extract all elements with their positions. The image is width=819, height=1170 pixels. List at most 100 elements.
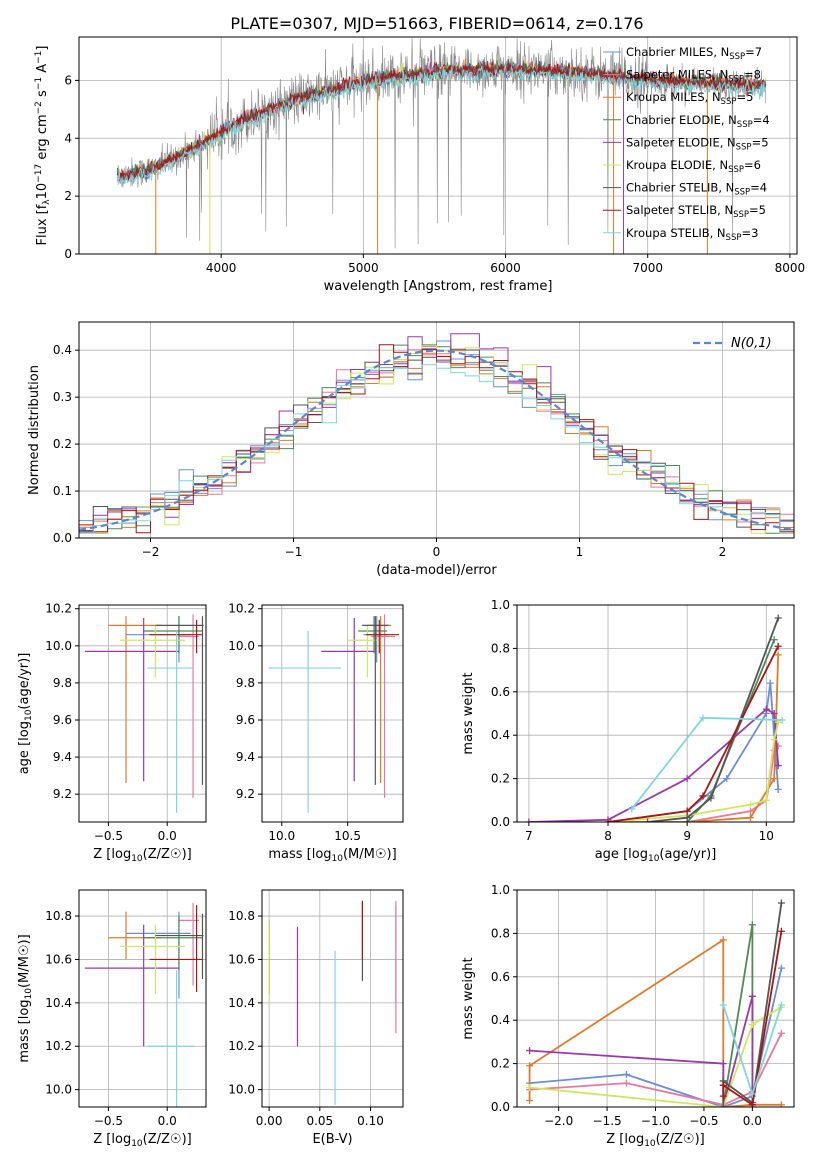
x-axis-label: Z [log10(Z/Z☉)] xyxy=(93,1132,191,1149)
weight-marker xyxy=(683,807,691,815)
weight-marker xyxy=(719,1092,727,1100)
x-tick-label: 8000 xyxy=(775,261,806,275)
plot-area xyxy=(79,322,794,538)
point-5 xyxy=(120,625,185,678)
point-0 xyxy=(126,616,191,663)
weight-marker xyxy=(622,1070,630,1078)
y-tick-label: 0.4 xyxy=(491,1013,510,1027)
weight-series-8 xyxy=(719,1001,785,1098)
plot-area xyxy=(79,37,797,254)
weight-series-7 xyxy=(719,927,785,1107)
point-6 xyxy=(155,913,204,979)
weight-marker xyxy=(748,1101,756,1107)
residuals-legend: N(0,1) xyxy=(693,336,772,351)
point-6 xyxy=(362,616,389,785)
x-tick-label: −0.5 xyxy=(689,1114,718,1128)
weight-marker xyxy=(707,794,715,802)
weight-marker xyxy=(719,1001,727,1009)
x-tick-label: 0.05 xyxy=(306,1114,333,1128)
y-tick-label: 9.2 xyxy=(53,787,72,801)
axes-frame xyxy=(516,604,795,823)
y-tick-label: 9.8 xyxy=(236,676,255,690)
x-tick-label: −0.5 xyxy=(94,829,123,843)
mass-vs-ebv-panel: 0.00 0.05 0.10 10.0 10.2 10.4 10.6 10.8 E(B-V) xyxy=(228,889,404,1147)
weight-line xyxy=(607,721,780,822)
axes-frame xyxy=(261,604,404,823)
x-tick-label: 8 xyxy=(604,829,612,843)
y-tick-label: 0.2 xyxy=(491,772,510,786)
point-3 xyxy=(143,916,203,971)
y-axis-label: mass weight xyxy=(461,672,476,754)
y-tick-label: 1.0 xyxy=(491,883,510,897)
weight-marker xyxy=(526,1062,534,1070)
weight-series-8 xyxy=(628,714,786,813)
weight-marker xyxy=(778,716,786,724)
mass-vs-metallicity-panel: −0.5 0.0 10.0 10.2 10.4 10.6 10.8 Z [log10(Z/Z☉… xyxy=(17,889,207,1149)
x-axis-label: E(B-V) xyxy=(312,1132,352,1147)
age-vs-metallicity-panel: −0.5 0.0 9.2 9.4 9.6 9.8 10.0 10.2 Z [log10(Z/Z☉… xyxy=(17,602,207,864)
y-tick-label: 0.2 xyxy=(491,1057,510,1071)
x-tick-label: 0.00 xyxy=(256,1114,283,1128)
y-tick-label: 10.8 xyxy=(45,909,72,923)
weight-marker xyxy=(622,1079,630,1087)
y-tick-label: 6 xyxy=(64,73,72,87)
weight-marker xyxy=(777,1029,785,1037)
point-2 xyxy=(108,616,162,784)
residual-histogram-7 xyxy=(79,344,794,534)
point-2 xyxy=(108,911,162,960)
x-axis-label: age [log10(age/yr)] xyxy=(595,847,717,864)
y-tick-label: 0.0 xyxy=(53,531,72,545)
point-1 xyxy=(178,903,199,986)
weight-line xyxy=(647,617,780,822)
y-tick-label: 10.4 xyxy=(45,996,72,1010)
weight-marker xyxy=(770,775,778,783)
x-tick-label: 7000 xyxy=(632,261,663,275)
x-tick-label: 1 xyxy=(576,545,584,559)
weight-marker xyxy=(774,642,782,650)
weight-marker xyxy=(719,1081,727,1089)
legend-entry: Chabrier MILES, NSSP=7 xyxy=(626,45,762,62)
point-4 xyxy=(84,617,179,782)
x-tick-label: 0 xyxy=(433,545,441,559)
x-axis-label: mass [log10(M/M☉)] xyxy=(268,847,396,864)
weight-series-4 xyxy=(525,705,782,822)
plot-area xyxy=(79,605,206,822)
x-tick-label: 9 xyxy=(683,829,691,843)
residual-histogram-8 xyxy=(79,361,794,534)
x-tick-label: 10.5 xyxy=(334,829,361,843)
y-axis-label: mass weight xyxy=(461,957,476,1039)
figure-title: PLATE=0307, MJD=51663, FIBERID=0614, z=0… xyxy=(230,14,643,33)
y-tick-label: 9.6 xyxy=(236,713,255,727)
weight-series-6 xyxy=(644,614,782,822)
weight-marker xyxy=(777,964,785,972)
x-tick-label: 0.0 xyxy=(158,829,177,843)
plot-area xyxy=(517,605,794,822)
weight-marker xyxy=(746,801,754,809)
weight-marker xyxy=(762,705,770,713)
weight-line xyxy=(607,682,780,822)
weight-line xyxy=(529,967,783,1107)
y-tick-label: 2 xyxy=(64,189,72,203)
point-6 xyxy=(155,616,204,785)
weight-marker xyxy=(770,736,778,744)
x-tick-label: 5000 xyxy=(348,261,379,275)
y-tick-label: 4 xyxy=(64,131,72,145)
weight-marker xyxy=(723,775,731,783)
y-tick-label: 0.3 xyxy=(53,390,72,404)
weight-line xyxy=(722,931,783,1107)
weight-line xyxy=(528,938,782,1107)
weight-marker xyxy=(719,936,727,944)
y-axis-label: mass [log10(M/M☉)] xyxy=(17,934,34,1062)
plot-area xyxy=(517,890,794,1107)
residuals-panel: −2 −1 0 1 2 0.0 0.1 0.2 0.3 0.4 (data-model)/error… xyxy=(27,321,795,578)
point-4 xyxy=(84,924,179,1047)
point-7 xyxy=(149,905,203,992)
weight-marker xyxy=(770,710,778,717)
x-axis-label: wavelength [Angstrom, rest frame] xyxy=(324,279,553,294)
weight-marker xyxy=(525,818,533,822)
y-tick-label: 10.6 xyxy=(228,952,255,966)
weight-marker xyxy=(748,1090,756,1098)
y-tick-label: 0.6 xyxy=(491,685,510,699)
weight-marker xyxy=(774,651,782,659)
y-tick-label: 9.4 xyxy=(236,750,255,764)
